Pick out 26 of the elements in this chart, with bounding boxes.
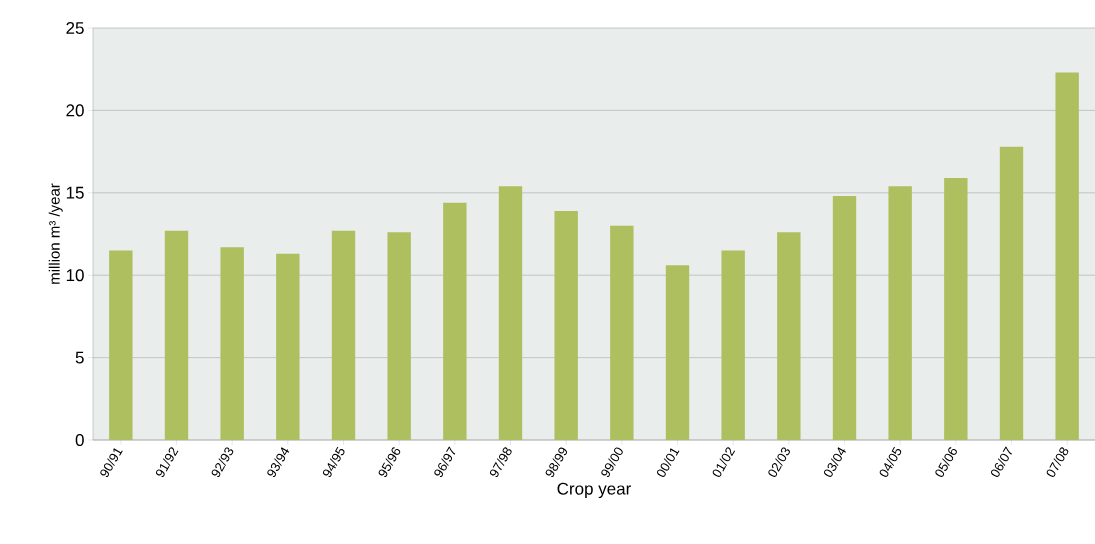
y-tick-label: 15 [66,186,84,199]
bar [832,196,857,440]
bar [888,186,912,440]
bar [164,230,189,440]
bar [443,202,467,440]
bar [220,247,244,440]
bar [387,232,411,440]
bar [1055,72,1079,440]
y-tick-label: 25 [66,21,84,35]
y-tick-label: 5 [75,351,84,364]
y-tick-label: 0 [75,433,84,447]
bar [944,177,968,440]
bar [498,186,523,440]
bar [665,265,690,440]
bar [331,230,356,440]
bar [109,250,133,440]
y-axis-title: million m³ /year [48,183,63,284]
bar [999,146,1024,440]
bar [554,210,578,440]
bar [276,253,300,440]
x-axis-title: Crop year [557,482,632,499]
bar [721,250,745,440]
bar [777,232,801,440]
bar [610,225,634,440]
y-tick-label: 20 [66,104,84,117]
y-tick-label: 10 [66,269,84,282]
